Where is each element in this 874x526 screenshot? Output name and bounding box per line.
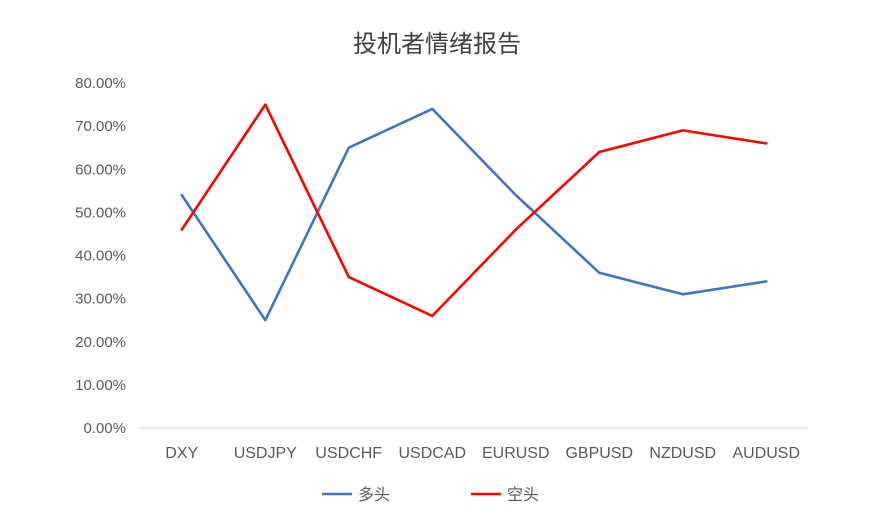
x-tick-label: NZDUSD — [649, 445, 716, 462]
y-tick-label: 80.00% — [75, 75, 126, 92]
x-tick-label: AUDUSD — [732, 445, 800, 462]
y-tick-label: 10.00% — [75, 377, 126, 394]
y-tick-label: 30.00% — [75, 291, 126, 308]
series-line-0 — [180, 107, 768, 322]
series-lines — [180, 103, 768, 322]
legend: 多头 空头 — [322, 485, 539, 504]
y-tick-label: 70.00% — [75, 118, 126, 135]
x-tick-label: GBPUSD — [565, 445, 633, 462]
y-axis-ticks: 0.00% 10.00% 20.00% 30.00% 40.00% 50.00% 60.00… — [75, 75, 126, 437]
x-axis-ticks: DXY USDJPY USDCHF USDCAD EURUSD GBPUSD NZDUSD A… — [165, 445, 800, 462]
chart-title: 投机者情绪报告 — [353, 30, 521, 58]
x-tick-label: EURUSD — [482, 445, 550, 462]
series-line-1 — [180, 103, 768, 318]
y-tick-label: 20.00% — [75, 334, 126, 351]
x-tick-label: USDCAD — [398, 445, 466, 462]
y-tick-label: 50.00% — [75, 204, 126, 221]
y-tick-label: 40.00% — [75, 248, 126, 265]
legend-label: 空头 — [507, 485, 539, 504]
legend-label: 多头 — [358, 485, 390, 504]
x-tick-label: DXY — [165, 445, 198, 462]
y-tick-label: 0.00% — [83, 420, 126, 437]
x-tick-label: USDJPY — [234, 445, 297, 462]
x-tick-label: USDCHF — [315, 445, 382, 462]
y-tick-label: 60.00% — [75, 161, 126, 178]
